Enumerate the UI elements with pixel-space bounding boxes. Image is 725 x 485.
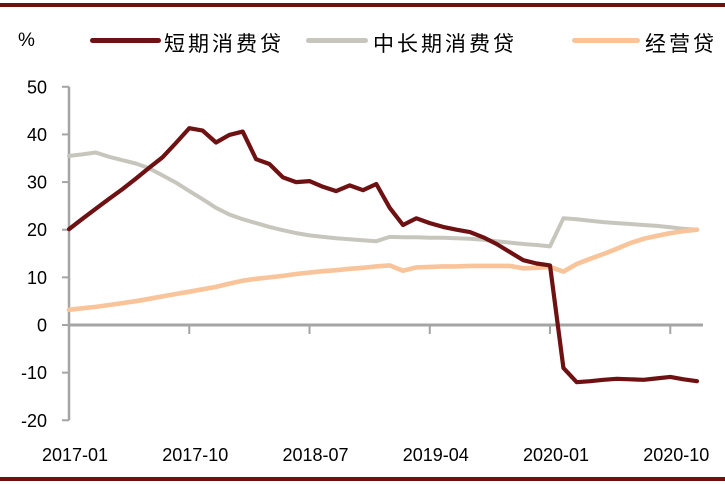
legend-item-short-term-consumer-loan: 短期消费贷 [90,28,305,56]
y-axis-tick-label: 30 [27,173,47,193]
y-axis-tick-label: -10 [21,363,47,383]
x-axis-tick-label: 2020-01 [523,445,589,465]
x-axis-tick-label: 2020-10 [643,445,709,465]
series-line-1 [67,150,699,249]
x-axis-tick-label: 2018-07 [282,445,348,465]
x-axis-tick-label: 2017-10 [162,445,228,465]
top-border-rule [0,3,725,7]
series-line-2 [66,227,700,313]
series-line-0 [66,126,700,385]
y-axis-tick-label: -20 [21,411,47,431]
legend-label-business-loan: 经营贷 [645,32,717,56]
x-axis-tick-label: 2019-04 [403,445,469,465]
legend-item-medium-long-term-consumer-loan: 中长期消费贷 [306,28,531,56]
y-axis-unit-label: % [18,30,35,51]
legend-label-medium-long-term: 中长期消费贷 [373,32,517,56]
legend-line-swatch-short-term [90,38,161,43]
legend-label-short-term: 短期消费贷 [164,32,284,56]
x-axis-tick-label: 2017-01 [42,445,108,465]
y-axis-tick-label: 0 [37,316,47,336]
legend-line-swatch-medium-long-term [306,38,368,43]
legend-item-business-loan: 经营贷 [572,28,722,56]
y-axis-tick-label: 20 [27,220,47,240]
y-axis-tick-label: 50 [27,77,47,97]
bottom-border-rule [0,477,725,481]
legend-line-swatch-business-loan [572,38,640,43]
y-axis-tick-label: 40 [27,125,47,145]
y-axis-tick-label: 10 [27,268,47,288]
